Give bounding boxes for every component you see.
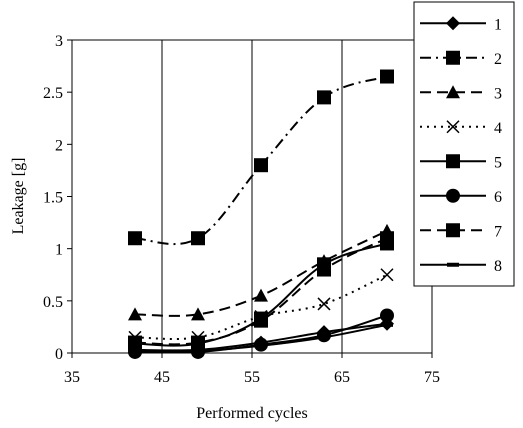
legend-item: 3 bbox=[420, 85, 502, 102]
marker-square bbox=[317, 262, 331, 277]
marker-square bbox=[317, 90, 331, 105]
marker-circle bbox=[380, 308, 394, 323]
legend-label: 4 bbox=[494, 120, 502, 137]
marker-circle bbox=[446, 188, 460, 203]
marker-triangle bbox=[191, 307, 205, 321]
series-layer bbox=[128, 69, 394, 359]
legend-label: 7 bbox=[494, 223, 502, 240]
y-tick-label: 0.5 bbox=[43, 294, 63, 311]
marker-triangle bbox=[254, 288, 268, 302]
marker-x bbox=[317, 297, 331, 311]
marker-circle bbox=[317, 328, 331, 343]
marker-x-stroke bbox=[380, 268, 394, 282]
marker-square bbox=[380, 231, 394, 246]
legend-item: 2 bbox=[420, 50, 502, 68]
legend: 1 2 3 4 5 6 7 8 bbox=[413, 1, 515, 287]
gridlines bbox=[161, 40, 343, 353]
marker-x bbox=[380, 268, 394, 282]
marker-diamond bbox=[446, 16, 460, 31]
series-8 bbox=[129, 322, 393, 353]
series-7 bbox=[128, 231, 394, 350]
legend-label: 3 bbox=[494, 85, 502, 102]
marker-square bbox=[128, 231, 142, 246]
marker-dash bbox=[192, 348, 204, 353]
marker-x-stroke bbox=[446, 120, 460, 134]
legend-label: 6 bbox=[494, 189, 502, 206]
marker-square bbox=[254, 313, 268, 328]
legend-item: 4 bbox=[420, 120, 502, 137]
y-tick-label: 0 bbox=[55, 346, 63, 363]
x-tick-label: 75 bbox=[424, 369, 440, 386]
marker-dash bbox=[318, 335, 330, 340]
y-tick-label: 1 bbox=[55, 242, 63, 259]
x-tick-label: 45 bbox=[154, 369, 170, 386]
x-axis-title: Performed cycles bbox=[196, 405, 308, 422]
y-tick-label: 2.5 bbox=[43, 85, 63, 102]
legend-item: 7 bbox=[420, 223, 502, 240]
marker-dash bbox=[381, 322, 393, 327]
legend-item: 8 bbox=[420, 258, 502, 275]
series-line bbox=[134, 273, 388, 341]
legend-label: 1 bbox=[494, 16, 502, 33]
marker-square bbox=[446, 223, 460, 238]
marker-square bbox=[191, 231, 205, 246]
marker-square bbox=[191, 335, 205, 350]
legend-box bbox=[413, 1, 515, 287]
y-tick-label: 3 bbox=[55, 33, 63, 50]
marker-triangle bbox=[446, 85, 460, 99]
marker-square bbox=[446, 154, 460, 169]
marker-square bbox=[446, 50, 460, 65]
series-2 bbox=[128, 69, 394, 246]
y-axis-title: Leakage [g] bbox=[10, 158, 27, 235]
x-tick-label: 35 bbox=[64, 369, 80, 386]
x-tick-label: 55 bbox=[244, 369, 260, 386]
legend-label: 2 bbox=[494, 51, 502, 68]
y-tick-label: 2 bbox=[55, 137, 63, 154]
marker-square bbox=[380, 69, 394, 84]
marker-x bbox=[446, 120, 460, 134]
y-tick-label: 1.5 bbox=[43, 190, 63, 207]
marker-square bbox=[128, 335, 142, 350]
x-tick-label: 65 bbox=[334, 369, 350, 386]
marker-triangle bbox=[128, 307, 142, 321]
legend-label: 8 bbox=[494, 258, 502, 275]
legend-item: 5 bbox=[420, 154, 502, 171]
marker-x-stroke bbox=[317, 297, 331, 311]
legend-label: 5 bbox=[494, 154, 502, 171]
legend-item: 1 bbox=[420, 16, 502, 33]
legend-item: 6 bbox=[420, 188, 502, 206]
marker-dash bbox=[255, 343, 267, 348]
marker-dash bbox=[129, 348, 141, 353]
marker-dash bbox=[447, 262, 459, 267]
marker-square bbox=[254, 158, 268, 173]
